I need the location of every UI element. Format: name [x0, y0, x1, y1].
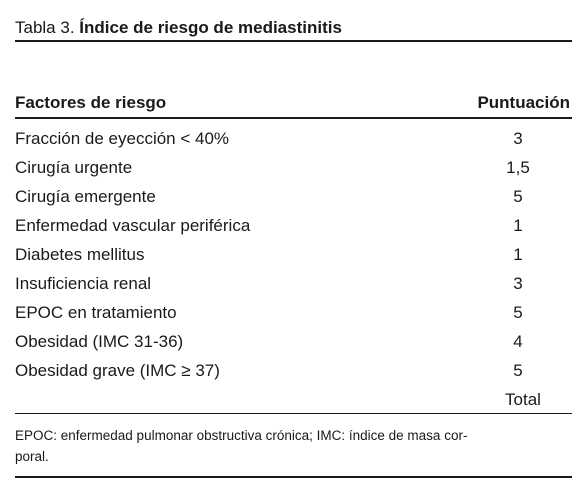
score-cell: 3 [513, 129, 523, 148]
score-cell: 1,5 [506, 158, 530, 177]
total-label: Total [505, 390, 541, 409]
score-cell: 5 [513, 303, 523, 322]
header-factor: Factores de riesgo [15, 93, 167, 112]
factor-cell: Enfermedad vascular periférica [15, 216, 251, 235]
factor-cell: EPOC en tratamiento [15, 303, 177, 322]
score-cell: 4 [513, 332, 523, 351]
factor-cell: Diabetes mellitus [15, 245, 145, 264]
top-rule [15, 40, 572, 42]
score-cell: 1 [513, 216, 523, 235]
factor-cell: Insuficiencia renal [15, 274, 152, 293]
score-cell: 5 [513, 361, 523, 380]
caption-label: Tabla 3. [15, 18, 75, 37]
factor-cell: Obesidad (IMC 31-36) [15, 332, 184, 351]
score-cell: 5 [513, 187, 523, 206]
factor-cell: Cirugía emergente [15, 187, 156, 206]
caption: Tabla 3. Índice de riesgo de mediastinit… [15, 18, 342, 38]
caption-title: Índice de riesgo de mediastinitis [79, 18, 342, 37]
score-cell: 3 [513, 274, 523, 293]
footnote-line: EPOC: enfermedad pulmonar obstructiva cr… [15, 428, 468, 443]
factor-cell: Cirugía urgente [15, 158, 133, 177]
score-cell: 1 [513, 245, 523, 264]
factor-cell: Obesidad grave (IMC ≥ 37) [15, 361, 220, 380]
header-score: Puntuación [477, 93, 570, 112]
footnote-line: poral. [15, 449, 49, 464]
bottom-rule [15, 476, 572, 478]
header-rule [15, 117, 572, 119]
body-rule [15, 413, 572, 414]
factor-cell: Fracción de eyección < 40% [15, 129, 230, 148]
